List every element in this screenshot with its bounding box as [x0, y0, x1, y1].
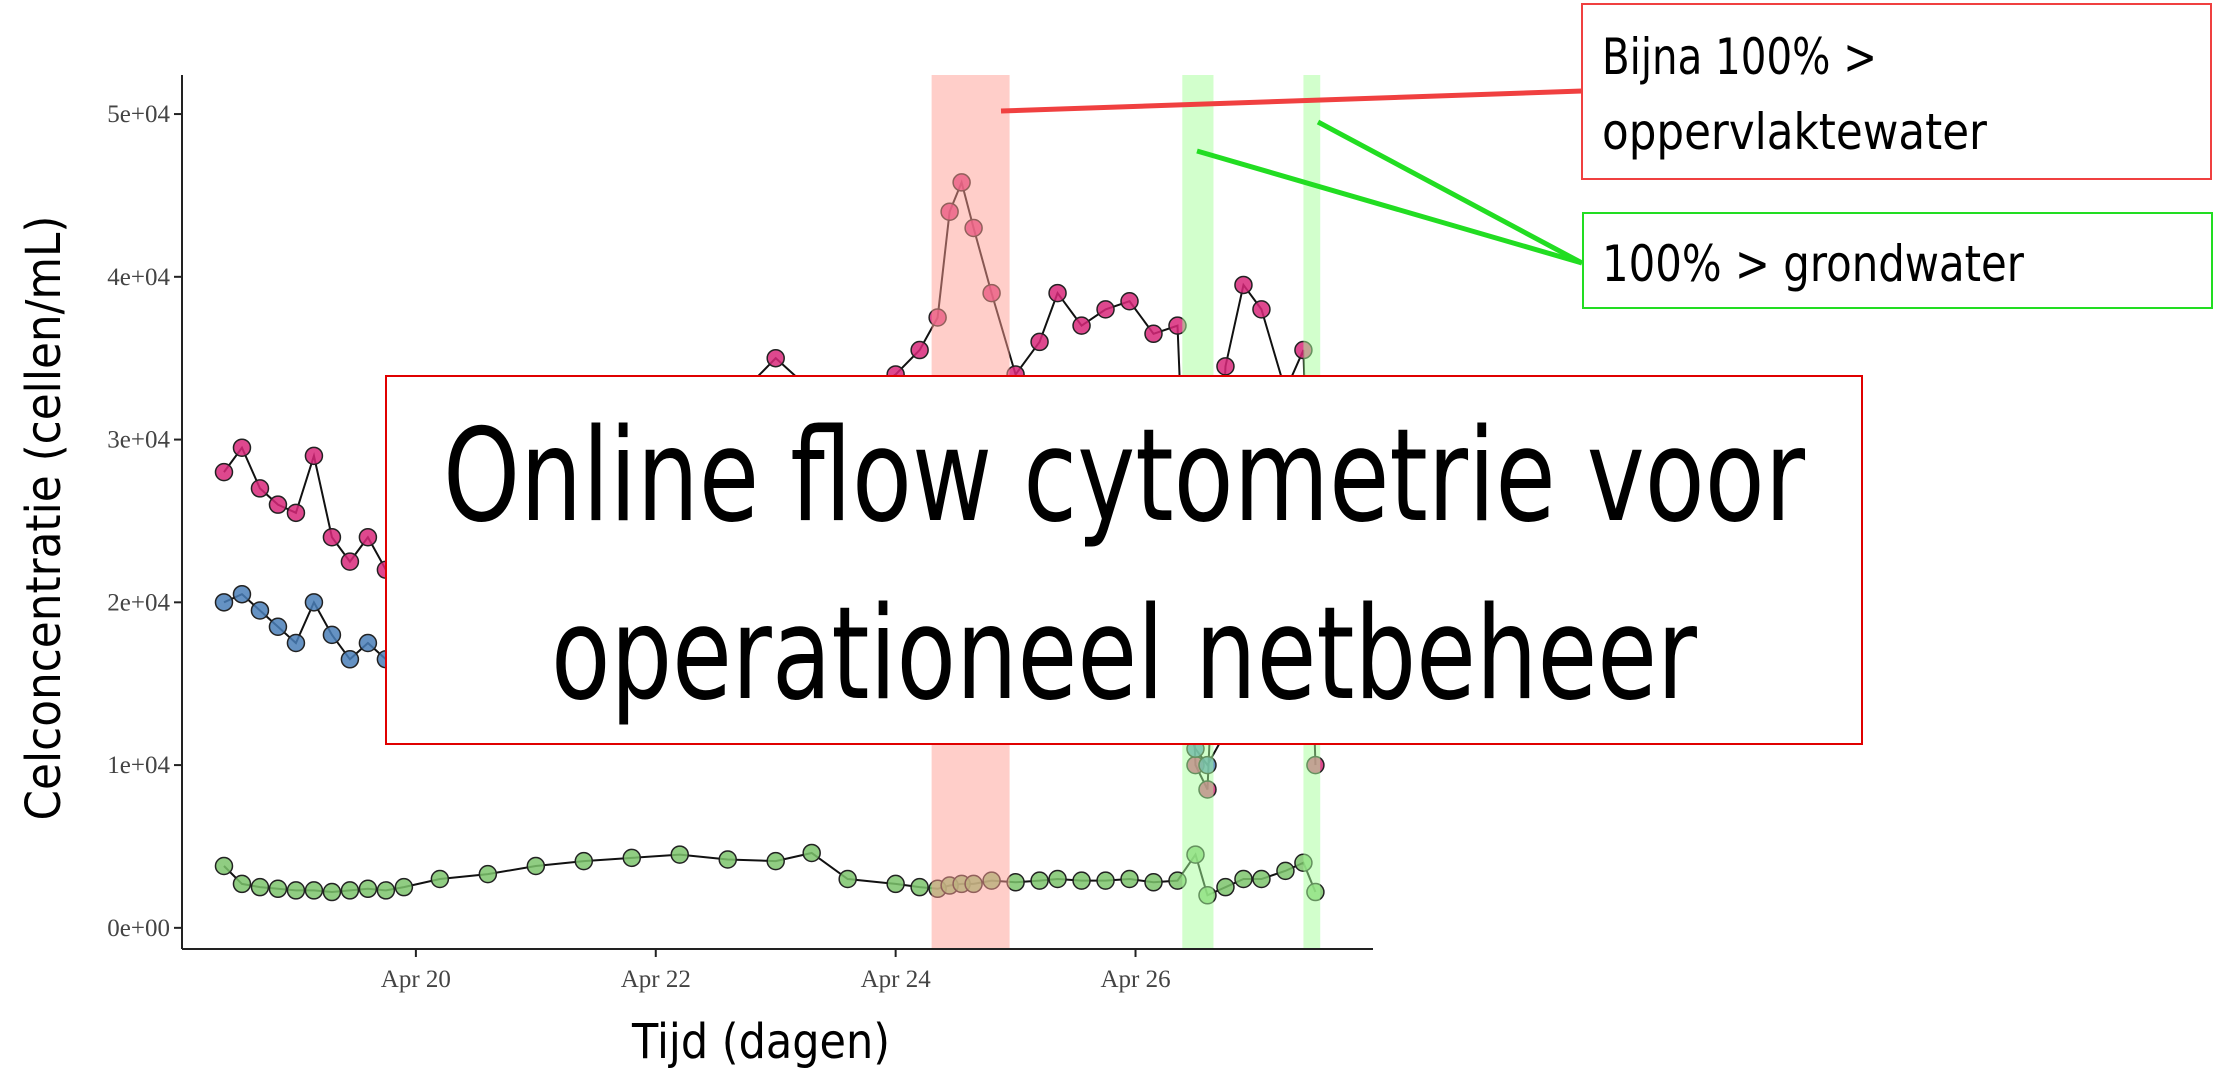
data-point — [1252, 869, 1271, 889]
data-point — [1252, 300, 1271, 319]
data-point — [1006, 873, 1025, 892]
x-tick-label: Apr 26 — [1100, 966, 1170, 993]
data-point — [1144, 873, 1163, 892]
y-tick-label: 1e+04 — [107, 752, 170, 779]
data-point — [286, 881, 306, 900]
data-point — [304, 593, 324, 612]
connector — [1000, 88, 1583, 114]
data-point — [838, 869, 857, 889]
data-point — [394, 877, 414, 897]
data-point — [526, 856, 546, 876]
data-point — [232, 874, 252, 894]
data-point — [268, 495, 288, 514]
data-point — [340, 881, 360, 900]
data-point — [1048, 283, 1067, 303]
data-point — [1144, 324, 1163, 344]
data-point — [670, 845, 689, 864]
data-point — [358, 633, 378, 653]
data-point — [574, 851, 594, 871]
data-point — [1096, 300, 1115, 319]
data-point — [304, 881, 324, 900]
y-tick-label: 3e+04 — [107, 427, 170, 454]
data-point — [1048, 869, 1067, 889]
data-point — [268, 617, 288, 636]
y-axis-title: Celconcentratie (cellen/mL) — [16, 216, 72, 821]
data-point — [1120, 869, 1139, 889]
data-point — [910, 877, 929, 897]
data-point — [304, 446, 324, 466]
data-point — [1234, 275, 1253, 295]
y-tick-label: 0e+00 — [107, 915, 170, 942]
data-point — [250, 601, 270, 620]
data-point — [340, 650, 360, 669]
data-point — [232, 438, 252, 457]
data-point — [358, 879, 378, 899]
x-axis-title: Tijd (dagen) — [631, 1014, 890, 1068]
data-point — [250, 479, 270, 498]
data-point — [214, 593, 234, 612]
annotation-box — [1582, 212, 2213, 309]
data-point — [1072, 316, 1091, 335]
data-point — [718, 850, 737, 869]
connector — [1316, 119, 1584, 266]
data-point — [322, 882, 342, 902]
connector — [1196, 148, 1583, 266]
data-point — [1096, 871, 1115, 890]
y-tick-label: 4e+04 — [107, 264, 170, 291]
data-point — [340, 552, 360, 571]
data-point — [1030, 332, 1049, 352]
data-point — [376, 881, 396, 900]
overlay: Tijd (dagen) Celconcentratie (cellen/mL)… — [16, 3, 2213, 1068]
data-point — [1030, 871, 1049, 890]
data-point — [214, 856, 234, 876]
data-point — [1216, 877, 1235, 897]
data-point — [232, 584, 252, 604]
data-point — [286, 503, 306, 523]
data-point — [250, 877, 270, 897]
x-tick-label: Apr 22 — [621, 966, 691, 993]
y-tick-label: 2e+04 — [107, 589, 170, 616]
x-tick-label: Apr 20 — [381, 966, 451, 993]
annotation-text: oppervlaktewater — [1602, 103, 1987, 161]
data-point — [1216, 357, 1235, 376]
data-point — [214, 462, 234, 482]
data-point — [268, 879, 288, 899]
data-point — [886, 874, 905, 894]
data-point — [322, 625, 342, 645]
data-point — [1234, 869, 1253, 889]
data-point — [1276, 861, 1295, 881]
data-point — [802, 843, 821, 863]
y-tick-label: 5e+04 — [107, 101, 170, 128]
chart-title: operationeel netbeheer — [551, 580, 1697, 729]
chart-title: Online flow cytometrie voor — [443, 402, 1805, 551]
data-point — [286, 633, 306, 653]
annotation-text: Bijna 100% > — [1602, 28, 1877, 86]
annotation-box — [1581, 3, 2212, 180]
data-point — [430, 869, 450, 889]
data-point — [478, 864, 498, 884]
data-point — [622, 848, 642, 868]
data-point — [766, 348, 785, 368]
data-point — [1120, 291, 1139, 311]
title-box — [385, 375, 1863, 745]
data-point — [766, 851, 785, 871]
data-point — [1072, 871, 1091, 890]
data-point — [358, 527, 378, 547]
data-point — [910, 340, 929, 360]
x-tick-label: Apr 24 — [861, 966, 932, 993]
data-point — [322, 527, 342, 547]
annotation-text: 100% > grondwater — [1602, 235, 2024, 293]
